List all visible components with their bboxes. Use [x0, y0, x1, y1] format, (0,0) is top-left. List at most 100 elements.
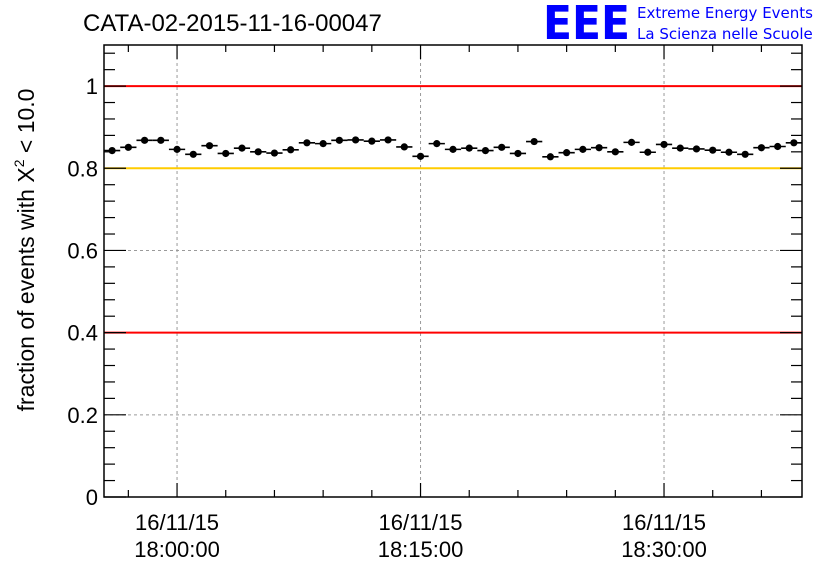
data-point: [639, 148, 656, 156]
marker: [546, 153, 554, 161]
data-point: [168, 145, 186, 153]
marker: [287, 146, 295, 154]
marker: [563, 149, 571, 157]
marker: [725, 148, 733, 156]
y-axis-label-tail: < 10.0: [13, 89, 39, 160]
data-point: [347, 136, 364, 144]
marker: [140, 136, 149, 144]
data-point: [266, 149, 283, 157]
marker: [335, 136, 343, 144]
y-tick-label: 0.2: [67, 403, 98, 428]
data-point: [607, 148, 624, 156]
x-tick-label-time: 18:15:00: [378, 537, 464, 562]
data-point: [444, 145, 462, 153]
marker: [222, 149, 230, 158]
data-point: [201, 142, 218, 150]
data-point: [152, 136, 169, 144]
y-tick-label: 0.8: [67, 156, 98, 181]
data-point: [672, 144, 689, 152]
data-point: [785, 139, 802, 147]
marker: [660, 140, 668, 149]
marker: [173, 145, 181, 153]
marker: [644, 148, 652, 156]
data-point: [363, 137, 380, 145]
data-point: [655, 140, 673, 149]
x-tick-label-date: 16/11/15: [622, 510, 706, 535]
data-point: [379, 136, 397, 144]
y-tick-label: 0.6: [67, 238, 98, 263]
logo-line-1: Extreme Energy Events: [637, 4, 813, 22]
marker: [400, 143, 408, 151]
data-point: [185, 150, 202, 158]
data-point: [493, 143, 510, 151]
data-point: [136, 136, 153, 144]
marker: [579, 145, 587, 153]
data-point: [331, 136, 348, 144]
data-point: [688, 145, 705, 153]
marker: [741, 150, 749, 158]
data-point: [526, 137, 543, 146]
marker: [368, 137, 376, 145]
x-tick-label-time: 18:30:00: [621, 537, 707, 562]
data-point: [412, 152, 429, 160]
data-point: [396, 143, 413, 151]
marker: [416, 152, 425, 160]
marker: [595, 144, 603, 152]
marker: [270, 149, 279, 157]
data-point: [623, 138, 640, 146]
y-tick-label: 0: [86, 485, 98, 510]
plot-frame: [103, 44, 803, 498]
reference-lines: [104, 85, 802, 334]
marker: [205, 142, 214, 150]
y-tick-label: 1: [86, 74, 98, 99]
marker: [481, 147, 490, 155]
marker: [530, 137, 538, 146]
data-point: [233, 144, 251, 152]
marker: [757, 144, 766, 152]
eee-logo: EEE Extreme Energy Events La Scienza nel…: [543, 0, 813, 50]
marker: [254, 148, 262, 156]
marker: [352, 136, 360, 144]
data-point: [477, 147, 494, 155]
data-point: [428, 140, 445, 148]
x-tick-label-time: 18:00:00: [134, 537, 220, 562]
marker: [124, 143, 132, 151]
data-point: [282, 146, 299, 154]
x-tick-label-date: 16/11/15: [379, 510, 463, 535]
marker: [790, 139, 798, 147]
marker: [319, 140, 327, 148]
data-point: [769, 142, 786, 151]
data-point: [720, 148, 738, 156]
marker: [108, 147, 116, 155]
data-point: [104, 147, 121, 155]
y-axis-label-superscript: 2: [11, 159, 27, 167]
data-point: [298, 139, 316, 147]
marker: [498, 143, 506, 151]
y-axis-label-main: fraction of events with X: [13, 167, 39, 411]
marker: [709, 146, 717, 154]
data-point: [704, 146, 721, 154]
grid-lines: [104, 45, 802, 498]
marker: [514, 149, 522, 158]
data-point: [558, 149, 575, 157]
marker: [774, 142, 782, 151]
chart-title: CATA-02-2015-11-16-00047: [83, 10, 382, 37]
marker: [465, 144, 473, 152]
data-point: [574, 145, 591, 153]
y-tick-label: 0.4: [67, 321, 98, 346]
data-point: [753, 144, 770, 152]
marker: [189, 150, 197, 158]
marker: [676, 144, 684, 152]
data-point: [120, 143, 137, 151]
tick-labels: 00.20.40.60.8116/11/1518:00:0016/11/1518…: [67, 74, 706, 562]
marker: [433, 140, 441, 148]
logo-letters: EEE: [543, 0, 630, 50]
data-point: [250, 148, 267, 156]
marker: [692, 145, 701, 153]
data-point: [315, 140, 332, 148]
logo-line-2: La Scienza nelle Scuole: [637, 25, 813, 43]
data-point: [737, 150, 754, 158]
data-point: [461, 144, 478, 152]
data-point: [217, 149, 234, 158]
